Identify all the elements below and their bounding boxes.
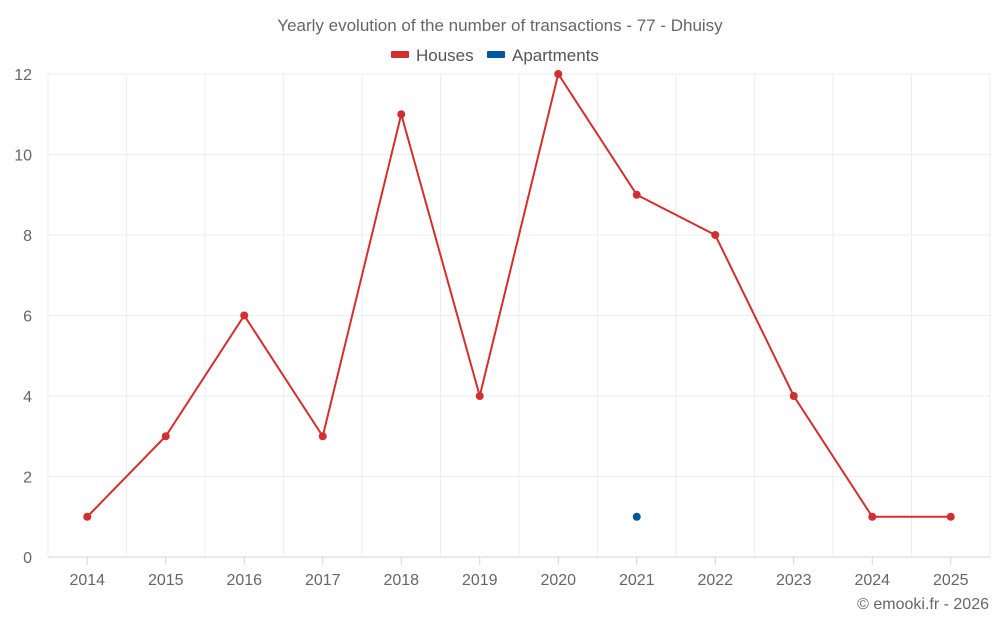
x-tick-label: 2019 bbox=[462, 572, 498, 589]
series-houses bbox=[83, 70, 955, 521]
x-tick-label: 2016 bbox=[226, 572, 262, 589]
y-tick-label: 0 bbox=[23, 550, 32, 567]
data-point-houses-2015[interactable] bbox=[161, 432, 170, 441]
x-tick-label: 2025 bbox=[933, 572, 969, 589]
chart-title: Yearly evolution of the number of transa… bbox=[277, 16, 723, 35]
data-point-houses-2016[interactable] bbox=[240, 311, 249, 320]
y-tick-label: 10 bbox=[14, 148, 32, 165]
plot-area bbox=[83, 70, 955, 521]
data-point-houses-2025[interactable] bbox=[946, 512, 955, 521]
legend: Houses Apartments bbox=[391, 46, 599, 65]
series-line-houses bbox=[86, 71, 951, 518]
legend-swatch-apartments bbox=[487, 51, 505, 58]
credit-text: © emooki.fr - 2026 bbox=[857, 596, 989, 613]
legend-swatch-houses bbox=[391, 51, 409, 58]
x-tick-label: 2017 bbox=[305, 572, 341, 589]
x-tick-label: 2018 bbox=[383, 572, 419, 589]
x-tick-label: 2014 bbox=[69, 572, 105, 589]
x-tick-label: 2023 bbox=[776, 572, 812, 589]
data-point-houses-2023[interactable] bbox=[789, 392, 798, 400]
data-point-houses-2021[interactable] bbox=[632, 190, 641, 199]
data-point-houses-2020[interactable] bbox=[554, 70, 563, 78]
x-tick-label: 2020 bbox=[540, 572, 576, 589]
data-point-apartments-2021[interactable] bbox=[632, 512, 641, 521]
x-tick-label: 2024 bbox=[854, 572, 890, 589]
data-point-houses-2014[interactable] bbox=[83, 512, 92, 521]
legend-item-houses[interactable]: Houses bbox=[391, 46, 474, 65]
y-tick-label: 8 bbox=[23, 228, 32, 245]
x-tick-label: 2022 bbox=[697, 572, 733, 589]
axes: 0 2 4 6 8 10 12 2014 2015 2016 2017 2018 2019 2020 202… bbox=[14, 67, 990, 589]
data-point-houses-2024[interactable] bbox=[868, 512, 877, 521]
y-tick-label: 6 bbox=[23, 309, 32, 326]
data-point-houses-2019[interactable] bbox=[475, 392, 484, 400]
y-tick-label: 12 bbox=[14, 67, 32, 84]
legend-label-houses: Houses bbox=[416, 46, 474, 65]
data-point-houses-2018[interactable] bbox=[397, 110, 406, 119]
x-tick-label: 2015 bbox=[148, 572, 184, 589]
x-tick-label: 2021 bbox=[619, 572, 655, 589]
series-apartments bbox=[632, 512, 641, 521]
grid bbox=[47, 73, 991, 557]
data-point-houses-2022[interactable] bbox=[711, 231, 720, 239]
legend-label-apartments: Apartments bbox=[512, 46, 599, 65]
legend-item-apartments[interactable]: Apartments bbox=[487, 46, 599, 65]
data-point-houses-2017[interactable] bbox=[318, 432, 327, 441]
y-tick-label: 4 bbox=[23, 389, 32, 406]
y-tick-label: 2 bbox=[23, 470, 32, 487]
